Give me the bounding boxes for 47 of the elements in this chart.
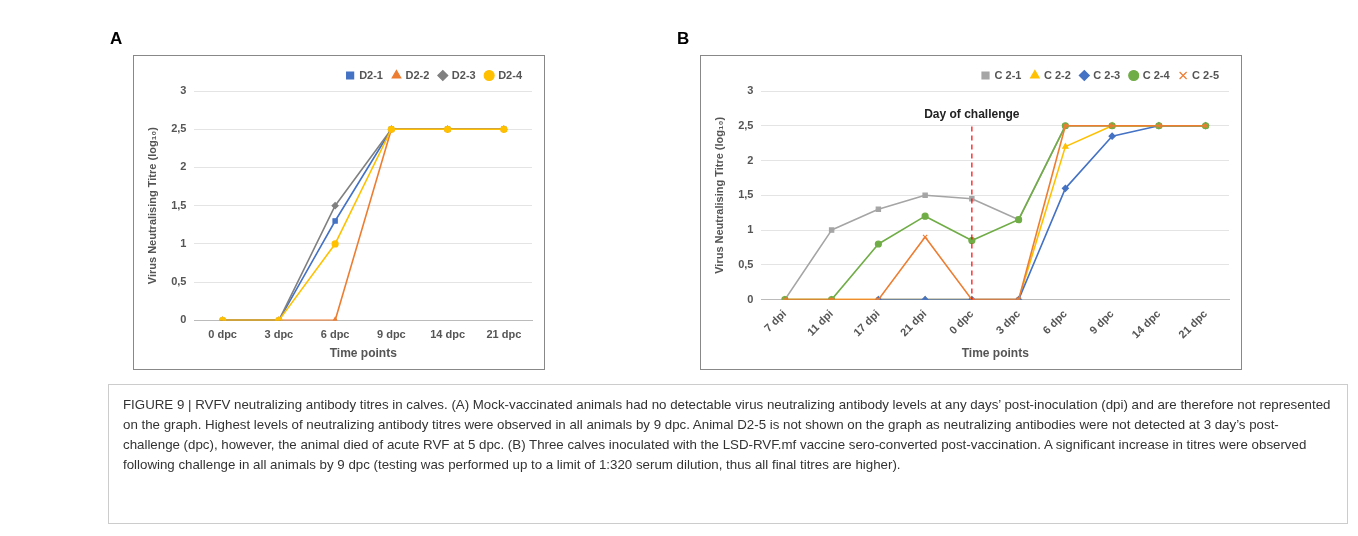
y-tick-label: 1 xyxy=(747,223,754,236)
y-tick-label: 3 xyxy=(180,84,187,97)
y-tick-label: 0 xyxy=(747,292,754,305)
x-tick-label: 9 dpc xyxy=(377,328,406,341)
caption: FIGURE 9 | RVFV neutralizing antibody titres in calves. (A) Mock-vaccinated animals had no detectable virus neutralizing antibody levels at any days’ post-inoculation (dpi) and are therefore not represented on the graph. Highest levels of neutralizing antibody titres were observed in all animals by 9 dpc. Animal D2-5 is not shown on the graph as neutralizing antibodies were not detected at 3 day’s post-challenge (dpc), however, the animal died of acute RVF at 5 dpc. (B) Three calves inoculated with the LSD-RVF.mf vaccine sero-converted post-vaccination. A significant increase in titres were observed following challenge in all animals by 9 dpc (testing was performed up to a limit of 1:320 serum dilution, thus all final titres are higher). xyxy=(108,384,1348,524)
y-axis-title: Virus Neutralising Titre (log₁₀) xyxy=(145,126,158,285)
x-tick-label: 0 dpc xyxy=(208,328,237,341)
legend-label: C 2-4 xyxy=(1142,68,1171,81)
legend-label: C 2-1 xyxy=(994,68,1022,81)
chart-title: A xyxy=(110,29,123,49)
legend-label: D2-1 xyxy=(359,68,383,81)
x-tick-label: 14 dpc xyxy=(1129,307,1163,341)
y-tick-label: 0,5 xyxy=(171,275,187,288)
y-tick-label: 2 xyxy=(180,160,187,173)
x-tick-label: 7 dpi xyxy=(761,307,789,334)
x-tick-label: 17 dpi xyxy=(850,307,882,339)
y-tick-label: 1,5 xyxy=(171,198,187,211)
chart-title: B xyxy=(677,29,690,49)
x-tick-label: 21 dpi xyxy=(897,307,929,339)
y-tick-label: 0,5 xyxy=(738,257,754,270)
legend-label: D2-2 xyxy=(405,68,430,81)
y-tick-label: 0 xyxy=(180,313,187,326)
x-tick-label: 21 dpc xyxy=(1176,307,1210,341)
y-tick-label: 1 xyxy=(180,236,187,249)
legend-label: C 2-3 xyxy=(1093,68,1121,81)
legend-label: D2-4 xyxy=(498,68,523,81)
y-tick-label: 1,5 xyxy=(738,188,754,201)
legend-label: C 2-2 xyxy=(1043,68,1071,81)
x-tick-label: 3 dpc xyxy=(264,328,294,341)
x-tick-label: 11 dpi xyxy=(804,307,836,338)
y-tick-label: 3 xyxy=(747,84,754,97)
x-tick-label: 6 dpc xyxy=(320,328,350,341)
x-tick-label: 9 dpc xyxy=(1086,307,1116,337)
x-tick-label: 14 dpc xyxy=(430,328,466,341)
y-axis-title: Virus Neutralising Titre (log₁₀) xyxy=(712,116,725,274)
legend-label: D2-3 xyxy=(451,68,476,81)
x-tick-label: 3 dpc xyxy=(993,307,1023,337)
y-tick-label: 2 xyxy=(747,153,754,166)
x-axis-title: Time points xyxy=(961,346,1030,361)
x-tick-label: 6 dpc xyxy=(1040,307,1069,337)
x-tick-label: 0 dpc xyxy=(946,307,976,337)
x-tick-label: 21 dpc xyxy=(486,328,522,341)
legend-label: C 2-5 xyxy=(1192,68,1220,81)
y-tick-label: 2,5 xyxy=(171,122,187,135)
x-axis-title: Time points xyxy=(329,346,398,361)
y-tick-label: 2,5 xyxy=(738,118,754,131)
ref-line-label: Day of challenge xyxy=(924,106,1020,121)
